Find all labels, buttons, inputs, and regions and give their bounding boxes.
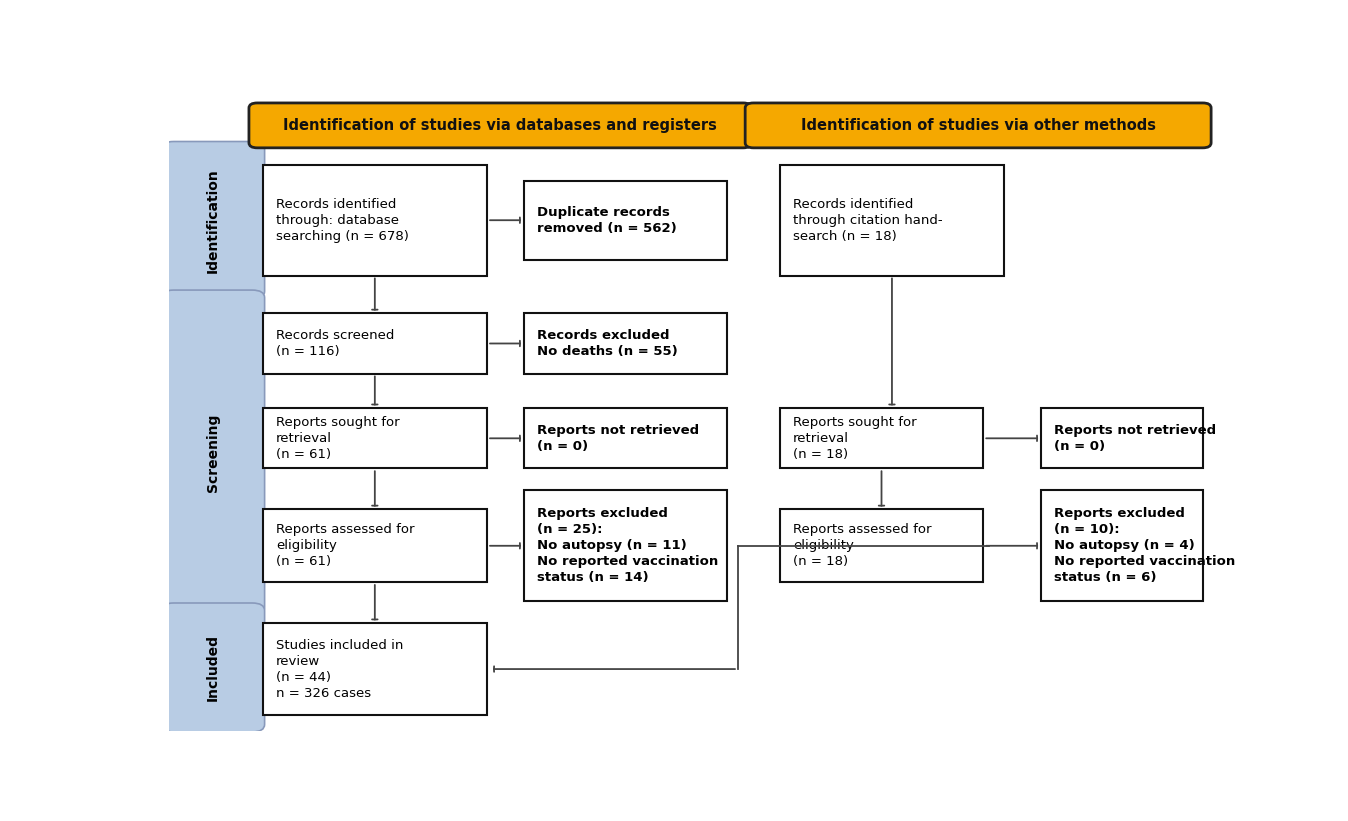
FancyBboxPatch shape bbox=[162, 603, 264, 732]
Text: Reports excluded
(n = 25):
No autopsy (n = 11)
No reported vaccination
status (n: Reports excluded (n = 25): No autopsy (n… bbox=[538, 507, 718, 585]
Text: Studies included in
review
(n = 44)
n = 326 cases: Studies included in review (n = 44) n = … bbox=[276, 639, 403, 699]
Bar bbox=[263, 408, 487, 468]
Text: Duplicate records
removed (n = 562): Duplicate records removed (n = 562) bbox=[538, 206, 677, 235]
Bar bbox=[263, 509, 487, 582]
Text: Records identified
through citation hand-
search (n = 18): Records identified through citation hand… bbox=[793, 198, 942, 243]
FancyBboxPatch shape bbox=[162, 141, 264, 299]
Bar bbox=[1041, 490, 1202, 601]
Text: Identification of studies via other methods: Identification of studies via other meth… bbox=[801, 118, 1155, 133]
Text: Reports sought for
retrieval
(n = 18): Reports sought for retrieval (n = 18) bbox=[793, 415, 917, 461]
Text: Records identified
through: database
searching (n = 678): Records identified through: database sea… bbox=[276, 198, 408, 243]
Bar bbox=[263, 623, 487, 715]
Bar bbox=[779, 408, 984, 468]
Text: Reports sought for
retrieval
(n = 61): Reports sought for retrieval (n = 61) bbox=[276, 415, 400, 461]
Bar bbox=[524, 181, 728, 259]
Text: Records screened
(n = 116): Records screened (n = 116) bbox=[276, 329, 395, 358]
Text: Reports not retrieved
(n = 0): Reports not retrieved (n = 0) bbox=[538, 424, 700, 453]
Text: Reports assessed for
eligibility
(n = 18): Reports assessed for eligibility (n = 18… bbox=[793, 523, 931, 568]
FancyBboxPatch shape bbox=[745, 103, 1211, 148]
Text: Records excluded
No deaths (n = 55): Records excluded No deaths (n = 55) bbox=[538, 329, 678, 358]
Bar bbox=[1041, 408, 1202, 468]
Text: Reports not retrieved
(n = 0): Reports not retrieved (n = 0) bbox=[1054, 424, 1216, 453]
Text: Screening: Screening bbox=[206, 413, 220, 492]
Text: Identification: Identification bbox=[206, 167, 220, 273]
Text: Included: Included bbox=[206, 634, 220, 701]
Bar bbox=[524, 314, 728, 374]
Bar bbox=[524, 408, 728, 468]
Bar bbox=[779, 165, 1004, 276]
FancyBboxPatch shape bbox=[249, 103, 751, 148]
Bar bbox=[263, 165, 487, 276]
FancyBboxPatch shape bbox=[162, 290, 264, 615]
Bar bbox=[779, 509, 984, 582]
Text: Reports assessed for
eligibility
(n = 61): Reports assessed for eligibility (n = 61… bbox=[276, 523, 415, 568]
Bar bbox=[263, 314, 487, 374]
Text: Reports excluded
(n = 10):
No autopsy (n = 4)
No reported vaccination
status (n : Reports excluded (n = 10): No autopsy (n… bbox=[1054, 507, 1236, 585]
Text: Identification of studies via databases and registers: Identification of studies via databases … bbox=[283, 118, 717, 133]
Bar bbox=[524, 490, 728, 601]
